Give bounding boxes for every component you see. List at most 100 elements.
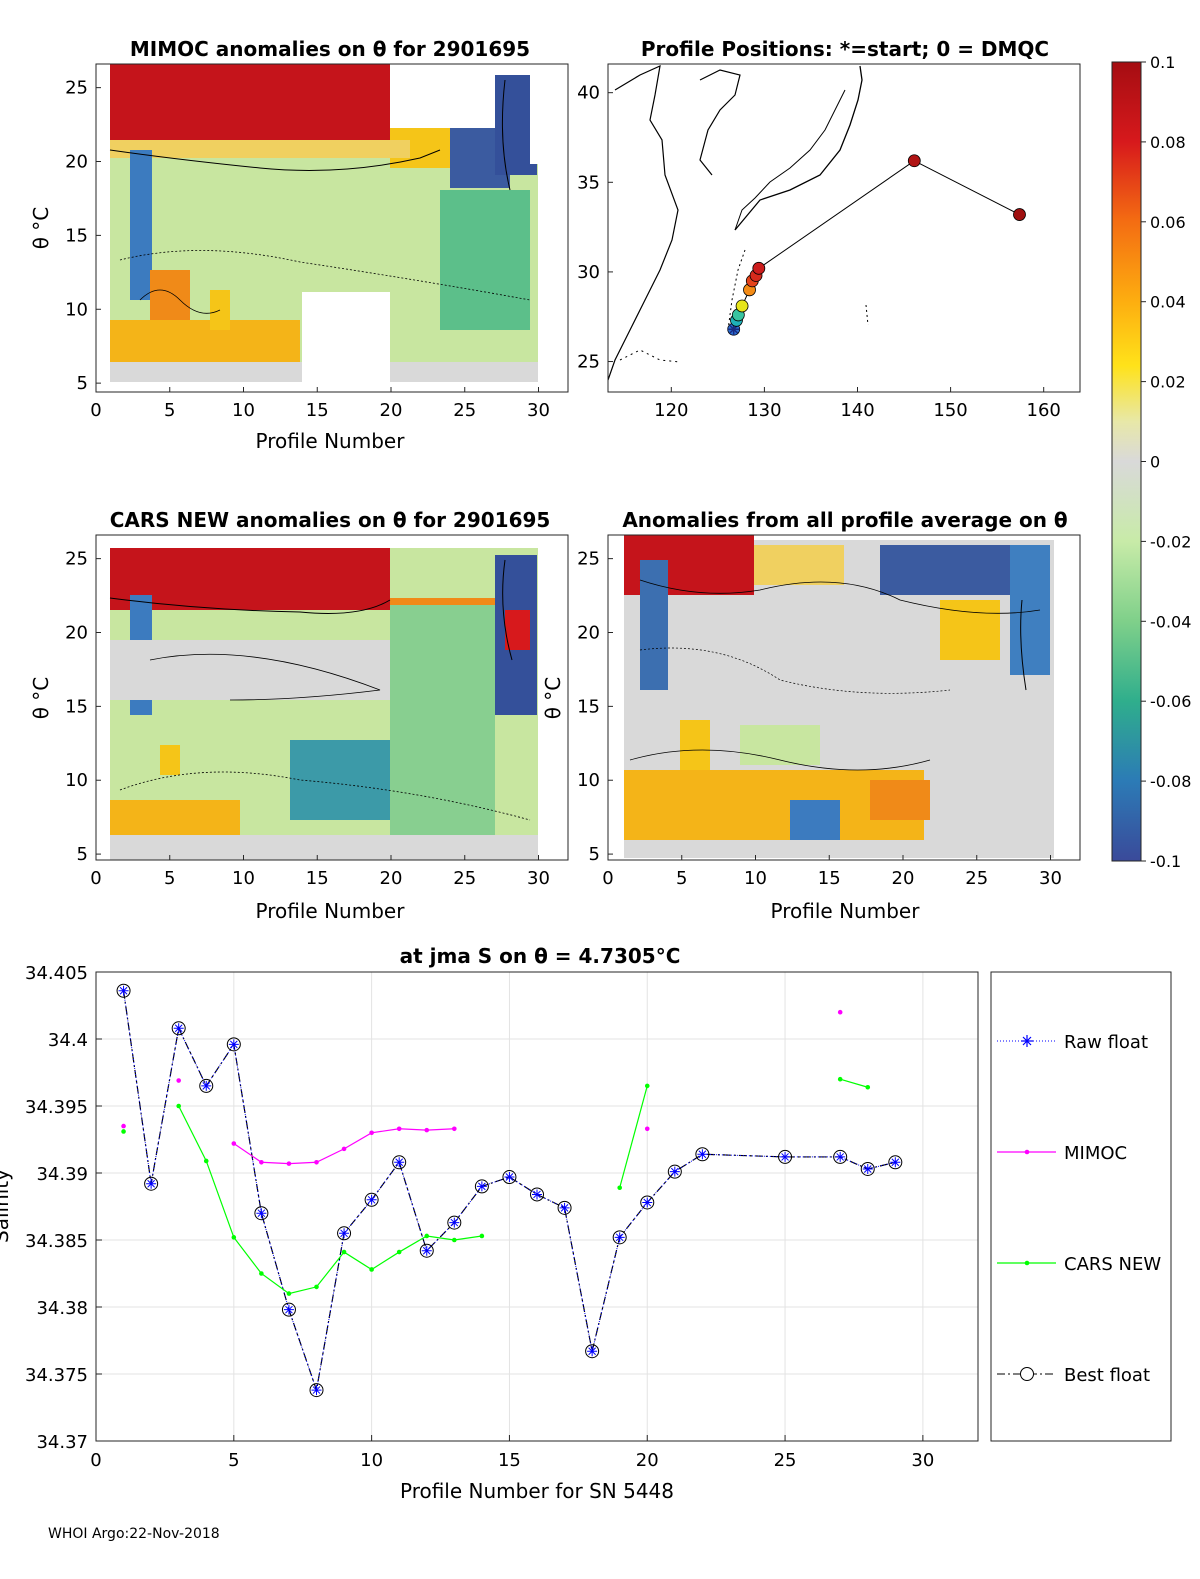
best-float-point bbox=[171, 1021, 186, 1036]
colorbar-tick-label: -0.02 bbox=[1150, 532, 1191, 551]
x-tick-label: 25 bbox=[965, 868, 988, 889]
x-tick-label: 10 bbox=[360, 1450, 383, 1471]
raw-float-point bbox=[228, 1039, 239, 1050]
raw-float-point bbox=[173, 1023, 184, 1034]
raw-float-point bbox=[449, 1217, 460, 1228]
x-tick-label: 5 bbox=[228, 1450, 239, 1471]
best-float-point bbox=[116, 983, 131, 998]
x-tick-label: 5 bbox=[676, 868, 687, 889]
best-float-point bbox=[281, 1302, 296, 1317]
raw-float-line bbox=[123, 990, 896, 1391]
y-tick-label: 10 bbox=[65, 770, 88, 791]
colorbar-tick-label: -0.06 bbox=[1150, 692, 1191, 711]
raw-float-point bbox=[421, 1245, 432, 1256]
raw-float-point bbox=[669, 1166, 680, 1177]
x-tick-label: 0 bbox=[90, 868, 101, 889]
raw-float-point bbox=[642, 1197, 653, 1208]
chart-legend: Raw float MIMOC CARS NEW Best float bbox=[990, 971, 1172, 1442]
cars-new-point bbox=[176, 1103, 181, 1109]
raw-float-point bbox=[339, 1228, 350, 1239]
best-float-point bbox=[530, 1187, 544, 1202]
x-tick-label: 140 bbox=[840, 400, 874, 421]
best-float-point bbox=[337, 1226, 352, 1241]
x-tick-label: 150 bbox=[933, 400, 967, 421]
mimoc-point bbox=[424, 1127, 430, 1133]
best-float-point bbox=[888, 1155, 903, 1170]
cars-new-point bbox=[341, 1249, 347, 1255]
x-tick-label: 15 bbox=[498, 1450, 521, 1471]
y-tick-label: 20 bbox=[577, 623, 600, 644]
best-float-point bbox=[778, 1149, 793, 1164]
y-tick-label: 34.4 bbox=[48, 1030, 88, 1051]
raw-float-point bbox=[394, 1157, 405, 1168]
chart-series bbox=[116, 983, 903, 1398]
chart-xlabel: Profile Number for SN 5448 bbox=[400, 1479, 674, 1503]
start-star bbox=[727, 323, 740, 336]
y-tick-label: 25 bbox=[577, 549, 600, 570]
map-coastline bbox=[608, 64, 869, 381]
mimoc-point bbox=[231, 1141, 237, 1146]
x-tick-label: 30 bbox=[911, 1450, 934, 1471]
avg-title: Anomalies from all profile average on θ bbox=[622, 508, 1067, 532]
legend-star-icon bbox=[1021, 1035, 1033, 1047]
legend-label: MIMOC bbox=[1064, 1143, 1127, 1164]
legend-label: CARS NEW bbox=[1064, 1254, 1161, 1275]
raw-float-point bbox=[587, 1346, 598, 1357]
x-tick-label: 30 bbox=[527, 400, 550, 421]
avg-xlabel: Profile Number bbox=[771, 899, 921, 923]
raw-float-point bbox=[504, 1172, 515, 1183]
best-float-point bbox=[640, 1195, 655, 1210]
y-tick-label: 34.39 bbox=[36, 1164, 88, 1185]
y-tick-label: 5 bbox=[77, 844, 88, 865]
mimoc-point bbox=[259, 1159, 264, 1165]
best-float-point bbox=[667, 1164, 682, 1179]
y-tick-label: 15 bbox=[65, 225, 88, 246]
raw-float-point bbox=[835, 1151, 846, 1162]
legend-item: Raw float bbox=[997, 1032, 1148, 1053]
legend-item: CARS NEW bbox=[997, 1254, 1161, 1275]
map-title: Profile Positions: *=start; 0 = DMQC bbox=[641, 37, 1049, 61]
x-tick-label: 15 bbox=[306, 868, 329, 889]
best-float-point bbox=[144, 1176, 159, 1191]
chart-ylabel: Salinity bbox=[0, 1169, 13, 1243]
avg-heatmap bbox=[624, 535, 1054, 858]
raw-float-point bbox=[366, 1194, 377, 1205]
best-float-point bbox=[447, 1215, 462, 1230]
cars-new-point bbox=[837, 1076, 843, 1082]
cars-new-point bbox=[203, 1158, 209, 1164]
legend-dot-icon bbox=[1024, 1260, 1030, 1266]
best-float-point bbox=[199, 1078, 214, 1093]
profile-marker bbox=[752, 261, 766, 275]
cars-title: CARS NEW anomalies on θ for 2901695 bbox=[110, 508, 551, 532]
avg-panel: Anomalies from all profile average on θ … bbox=[541, 508, 1081, 923]
y-tick-label: 20 bbox=[65, 152, 88, 173]
mimoc-point bbox=[121, 1123, 126, 1129]
mimoc-panel: MIMOC anomalies on θ for 2901695 bbox=[29, 37, 569, 453]
map-panel: Profile Positions: *=start; 0 = DMQC 120… bbox=[577, 37, 1081, 421]
raw-float-point bbox=[697, 1149, 708, 1160]
chart-title: at jma S on θ = 4.7305°C bbox=[400, 944, 681, 968]
profile-marker bbox=[907, 154, 921, 168]
colorbar-tick-label: 0 bbox=[1150, 453, 1160, 472]
x-tick-label: 0 bbox=[90, 400, 101, 421]
x-tick-label: 0 bbox=[90, 1450, 101, 1471]
legend-label: Raw float bbox=[1064, 1032, 1148, 1053]
best-float-line bbox=[122, 990, 896, 1391]
y-tick-label: 34.37 bbox=[36, 1432, 88, 1453]
chart-grid bbox=[95, 971, 978, 1442]
raw-float-point bbox=[780, 1151, 791, 1162]
legend-circle-icon bbox=[1020, 1367, 1034, 1381]
best-float-point bbox=[833, 1149, 848, 1164]
x-tick-label: 10 bbox=[232, 868, 255, 889]
best-float-point bbox=[419, 1243, 434, 1258]
y-tick-label: 15 bbox=[577, 696, 600, 717]
colorbar-tick-label: 0.04 bbox=[1150, 293, 1186, 312]
colorbar: 0.1 0.08 0.06 0.04 0.02 0 -0.02 -0.04 -0.06 -0.08… bbox=[1111, 53, 1191, 871]
x-tick-label: 130 bbox=[747, 400, 781, 421]
cars-new-point bbox=[479, 1233, 485, 1239]
mimoc-heatmap bbox=[96, 64, 568, 392]
raw-float-point bbox=[256, 1208, 267, 1219]
colorbar-tick-label: 0.06 bbox=[1150, 213, 1186, 232]
x-tick-label: 30 bbox=[527, 868, 550, 889]
legend-item: MIMOC bbox=[997, 1143, 1127, 1164]
